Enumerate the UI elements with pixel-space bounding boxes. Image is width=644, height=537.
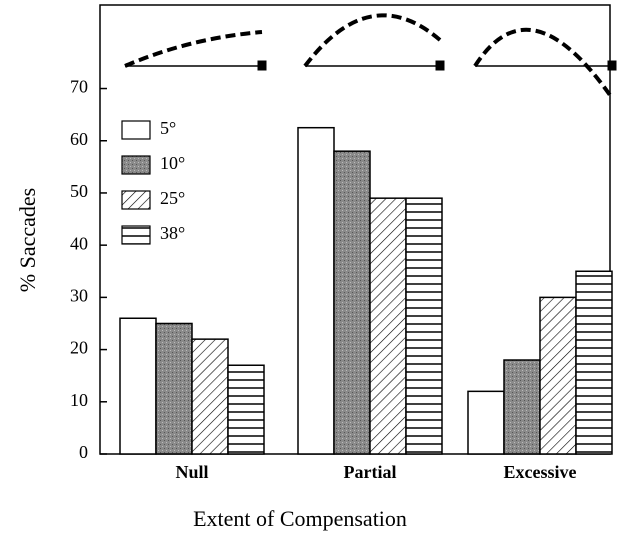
trajectory-icons [124,13,617,100]
bar [369,197,407,455]
legend-swatch [121,120,151,140]
bar [503,359,541,455]
bar [575,270,613,455]
legend-label: 38° [160,223,185,243]
legend-swatch [121,225,151,245]
bar [297,126,335,455]
bar [119,317,157,455]
y-tick-label: 40 [70,233,88,253]
legend-swatch [121,155,151,175]
y-tick-label: 20 [70,338,88,358]
bar [155,322,193,455]
legend-swatch [121,190,151,210]
x-tick-label: Partial [344,462,397,482]
y-tick-label: 50 [70,181,88,201]
bar [333,150,371,455]
y-tick-label: 0 [79,442,88,462]
bar [227,364,265,455]
legend-label: 25° [160,188,185,208]
x-tick-label: Excessive [504,462,577,482]
y-tick-label: 60 [70,129,88,149]
bar [539,296,577,455]
bar [467,390,505,455]
bar [191,338,229,455]
y-tick-label: 30 [70,285,88,305]
x-tick-label: Null [175,462,208,482]
y-tick-label: 70 [70,77,88,97]
legend-label: 10° [160,153,185,173]
legend-label: 5° [160,118,176,138]
x-axis-label: Extent of Compensation [193,506,407,531]
y-tick-label: 10 [70,390,88,410]
y-axis-label: % Saccades [15,188,40,292]
bar [405,197,443,455]
